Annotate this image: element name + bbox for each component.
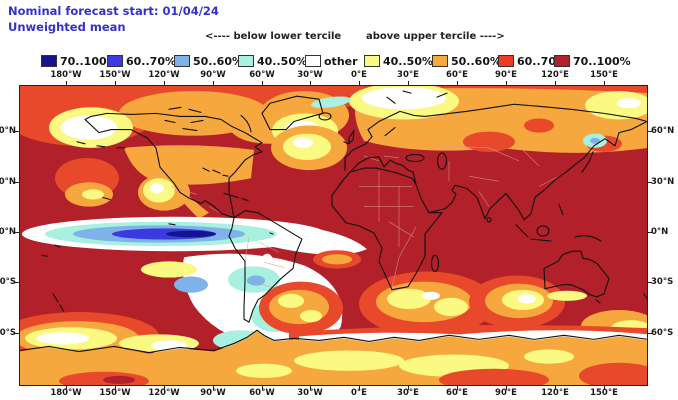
axis-tick [359, 386, 360, 390]
axis-tick [310, 386, 311, 390]
axis-tick [164, 81, 165, 85]
y-axis-label-left: 0°N [0, 227, 16, 237]
axis-tick [262, 386, 263, 390]
x-axis-label-top: 60°W [249, 70, 275, 80]
axis-tick [648, 333, 652, 334]
axis-tick [213, 386, 214, 390]
x-axis-label-bottom: 150°W [99, 388, 131, 398]
x-axis-label-top: 180°W [50, 70, 82, 80]
axis-tick [15, 131, 19, 132]
y-axis-label-left: 30°N [0, 177, 16, 187]
axis-tick [115, 386, 116, 390]
x-axis-label-bottom: 120°W [148, 388, 180, 398]
probability-swatch-icon [432, 55, 448, 67]
axis-tick [15, 182, 19, 183]
x-axis-label-top: 150°W [99, 70, 131, 80]
y-axis-label-right: 30°N [651, 177, 675, 187]
axis-tick [457, 81, 458, 85]
legend-label: other [324, 54, 358, 68]
legend-label: 40..50% [257, 54, 307, 68]
axis-tick [604, 386, 605, 390]
legend-label: 70..100% [573, 54, 631, 68]
y-axis-label-right: 60°N [651, 126, 675, 136]
probability-swatch-icon [305, 55, 321, 67]
below-tercile-header: <---- below lower tercile [205, 31, 342, 42]
x-axis-label-bottom: 0°E [351, 388, 367, 398]
x-axis-label-top: 150°E [590, 70, 618, 80]
y-axis-label-left: 60°S [0, 328, 16, 338]
axis-tick [648, 131, 652, 132]
axis-tick [555, 81, 556, 85]
probability-swatch-icon [554, 55, 570, 67]
axis-tick [213, 81, 214, 85]
legend-label: 60..70% [126, 54, 176, 68]
probability-swatch-icon [364, 55, 380, 67]
y-axis-label-left: 30°S [0, 277, 16, 287]
axis-tick [648, 182, 652, 183]
axis-tick [15, 232, 19, 233]
axis-tick [66, 81, 67, 85]
probability-swatch-icon [41, 55, 57, 67]
legend-item: 70..100% [554, 54, 631, 68]
x-axis-label-top: 120°E [541, 70, 569, 80]
x-axis-label-top: 0°E [351, 70, 367, 80]
axis-tick [506, 386, 507, 390]
x-axis-label-bottom: 60°W [249, 388, 275, 398]
axis-tick [15, 333, 19, 334]
legend-item: 60..70% [107, 54, 176, 68]
x-axis-label-top: 30°W [297, 70, 323, 80]
x-axis-label-bottom: 30°E [397, 388, 419, 398]
y-axis-label-left: 60°N [0, 126, 16, 136]
axis-tick [408, 81, 409, 85]
above-tercile-header: above upper tercile ----> [366, 31, 505, 42]
axis-tick [506, 81, 507, 85]
x-axis-label-bottom: 60°E [446, 388, 468, 398]
axis-tick [604, 81, 605, 85]
x-axis-label-bottom: 90°E [495, 388, 517, 398]
axis-tick [408, 386, 409, 390]
axis-tick [555, 386, 556, 390]
x-axis-label-top: 90°E [495, 70, 517, 80]
x-axis-label-bottom: 180°W [50, 388, 82, 398]
x-axis-label-bottom: 30°W [297, 388, 323, 398]
x-axis-label-top: 30°E [397, 70, 419, 80]
world-forecast-map [19, 85, 648, 386]
axis-tick [310, 81, 311, 85]
legend-item: other [305, 54, 358, 68]
axis-tick [164, 386, 165, 390]
axis-tick [66, 386, 67, 390]
x-axis-label-top: 60°E [446, 70, 468, 80]
x-axis-label-top: 120°W [148, 70, 180, 80]
y-axis-label-right: 0°N [651, 227, 669, 237]
legend-label: 70..100% [60, 54, 118, 68]
axis-tick [359, 81, 360, 85]
x-axis-label-bottom: 120°E [541, 388, 569, 398]
legend-item: 50..60% [174, 54, 243, 68]
probability-swatch-icon [498, 55, 514, 67]
axis-tick [648, 232, 652, 233]
legend-item: 40..50% [364, 54, 433, 68]
x-axis-label-top: 90°W [200, 70, 226, 80]
probability-swatch-icon [174, 55, 190, 67]
mean-type-label: Unweighted mean [8, 20, 126, 34]
legend-item: 40..50% [238, 54, 307, 68]
axis-tick [115, 81, 116, 85]
axis-tick [457, 386, 458, 390]
legend-label: 50..60% [451, 54, 501, 68]
probability-swatch-icon [238, 55, 254, 67]
axis-tick [15, 282, 19, 283]
legend-label: 50..60% [193, 54, 243, 68]
y-axis-label-right: 30°S [651, 277, 674, 287]
probability-swatch-icon [107, 55, 123, 67]
y-axis-label-right: 60°S [651, 328, 674, 338]
x-axis-label-bottom: 90°W [200, 388, 226, 398]
x-axis-label-bottom: 150°E [590, 388, 618, 398]
legend-item: 50..60% [432, 54, 501, 68]
legend-label: 40..50% [383, 54, 433, 68]
axis-tick [648, 282, 652, 283]
forecast-start-label: Nominal forecast start: 01/04/24 [8, 4, 219, 18]
axis-tick [262, 81, 263, 85]
legend-item: 70..100% [41, 54, 118, 68]
